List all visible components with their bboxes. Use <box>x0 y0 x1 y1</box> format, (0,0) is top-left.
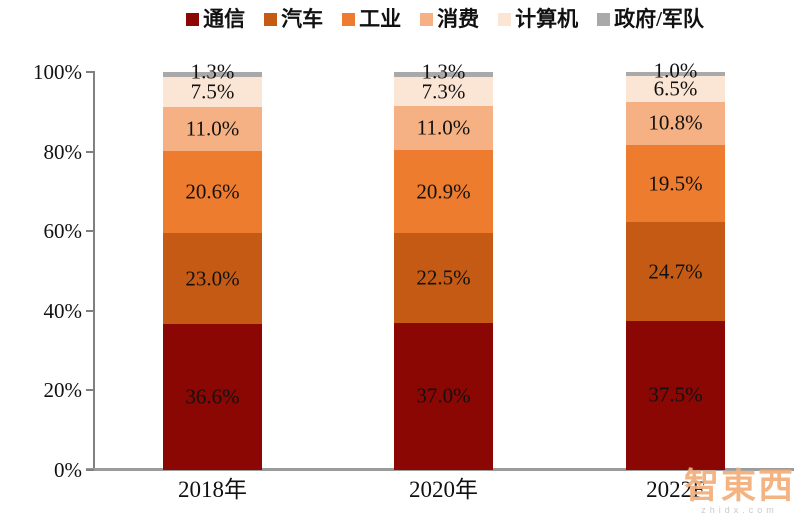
y-axis-tick-mark <box>86 469 94 471</box>
segment-value-label: 11.0% <box>416 115 471 140</box>
y-axis-tick-mark <box>86 309 94 312</box>
legend-item-计算机: 计算机 <box>498 7 579 31</box>
bar-segment-通信: 37.0% <box>394 322 493 470</box>
y-axis-tick-label: 0% <box>54 458 82 482</box>
legend-swatch-icon <box>498 13 512 27</box>
bar-segment-政府/军队: 1.0% <box>626 59 725 82</box>
segment-value-label: 37.0% <box>416 383 471 408</box>
bar-segment-计算机: 6.5% <box>626 76 725 102</box>
segment-value-label: 24.7% <box>648 259 703 284</box>
bar-segment-汽车: 24.7% <box>626 222 725 321</box>
y-axis-tick-mark <box>86 71 94 73</box>
legend-label: 政府/军队 <box>614 7 704 31</box>
bar-segment-计算机: 7.5% <box>163 77 262 108</box>
legend-label: 汽车 <box>281 7 324 31</box>
legend-label: 消费 <box>437 7 480 31</box>
bar-segment-消费: 11.0% <box>163 107 262 151</box>
chart-legend: 通信 汽车 工业 消费 计算机 政府/军队 <box>90 7 800 31</box>
segment-value-label: 36.6% <box>185 384 240 409</box>
segment-value-label: 7.3% <box>421 79 466 104</box>
segment-value-label: 23.0% <box>185 266 240 291</box>
bar-2022F: 37.5% 24.7% 19.5% 10.8% 6.5% 1.0% <box>626 59 725 470</box>
bar-segment-工业: 19.5% <box>626 144 725 223</box>
bar-segment-工业: 20.6% <box>163 150 262 233</box>
segment-value-label: 1.0% <box>653 58 698 83</box>
segment-value-label: 37.5% <box>648 382 703 407</box>
x-axis-category-label: 2022F <box>646 477 705 502</box>
bar-2018年: 36.6% 23.0% 20.6% 11.0% 7.5% 1.3% <box>163 60 262 470</box>
legend-swatch-icon <box>342 13 356 27</box>
bar-segment-消费: 10.8% <box>626 101 725 145</box>
y-axis-tick-label: 20% <box>43 378 83 403</box>
segment-value-label: 11.0% <box>185 116 240 141</box>
legend-swatch-icon <box>264 13 278 27</box>
legend-item-通信: 通信 <box>186 7 246 31</box>
legend-label: 工业 <box>359 7 402 31</box>
bar-2020年: 37.0% 22.5% 20.9% 11.0% 7.3% 1.3% <box>394 60 493 470</box>
segment-value-label: 20.9% <box>416 179 471 204</box>
y-axis-tick-label: 100% <box>33 60 82 84</box>
legend-label: 通信 <box>203 7 246 31</box>
y-axis-tick-mark <box>86 150 94 153</box>
segment-value-label: 19.5% <box>648 171 703 196</box>
legend-item-消费: 消费 <box>420 7 480 31</box>
segment-value-label: 22.5% <box>416 265 471 290</box>
bar-segment-计算机: 7.3% <box>394 77 493 107</box>
y-axis-tick-label: 80% <box>43 139 83 164</box>
y-axis-tick-mark <box>86 230 94 233</box>
bar-segment-工业: 20.9% <box>394 150 493 234</box>
bar-segment-政府/军队: 1.3% <box>163 60 262 83</box>
segment-value-label: 6.5% <box>653 76 698 101</box>
legend-item-汽车: 汽车 <box>264 7 324 31</box>
legend-label: 计算机 <box>515 7 579 31</box>
bar-segment-通信: 36.6% <box>163 324 262 470</box>
y-axis-tick-label: 60% <box>43 219 83 244</box>
y-axis-line <box>93 71 95 470</box>
legend-item-政府/军队: 政府/军队 <box>597 7 704 31</box>
y-axis-tick-label: 40% <box>43 298 83 323</box>
legend-swatch-icon <box>597 13 611 27</box>
segment-value-label: 20.6% <box>185 179 240 204</box>
legend-swatch-icon <box>420 13 434 27</box>
bar-segment-政府/军队: 1.3% <box>394 60 493 83</box>
bar-segment-汽车: 23.0% <box>163 232 262 325</box>
x-axis-category-label: 2020年 <box>409 477 478 502</box>
segment-value-label: 7.5% <box>190 79 235 104</box>
y-axis-tick-mark <box>86 389 94 392</box>
legend-item-工业: 工业 <box>342 7 402 31</box>
bar-segment-通信: 37.5% <box>626 320 725 470</box>
x-axis-category-label: 2018年 <box>178 477 247 502</box>
segment-value-label: 1.3% <box>190 59 235 84</box>
segment-value-label: 1.3% <box>421 59 466 84</box>
bar-segment-消费: 11.0% <box>394 106 493 151</box>
segment-value-label: 10.8% <box>648 110 703 135</box>
bar-segment-汽车: 22.5% <box>394 233 493 323</box>
legend-swatch-icon <box>186 13 200 27</box>
